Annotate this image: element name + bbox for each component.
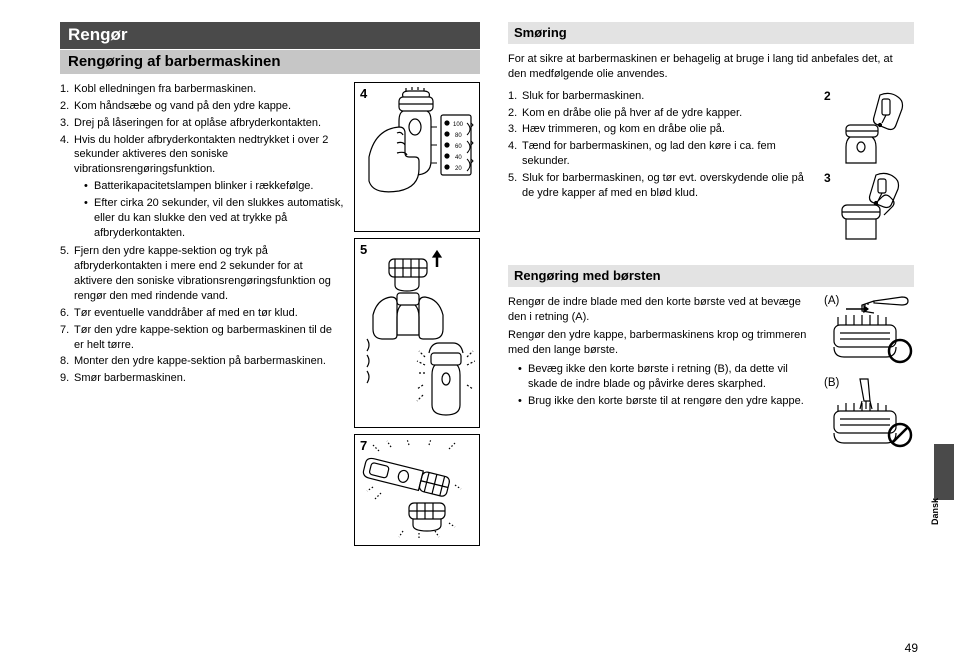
section-subtitle: Rengøring af barbermaskinen [60,50,480,74]
section-brush-cleaning: Rengøring med børsten Rengør de indre bl… [508,265,914,459]
intro-text: For at sikre at barbermaskinen er behage… [508,52,914,83]
svg-text:80: 80 [455,133,462,139]
brush-figures: (A) [824,295,914,459]
language-tab [934,444,954,500]
page-number: 49 [905,641,918,655]
figure-5: 5 [354,238,480,428]
svg-text:60: 60 [455,144,462,150]
figure-7: 7 [354,434,480,546]
subsection-title: Smøring [508,22,914,44]
section-lubrication: Smøring For at sikre at barbermaskinen e… [508,22,914,247]
figure-4: 4 [354,82,480,232]
language-label: Dansk [930,498,940,525]
right-column: Smøring For at sikre at barbermaskinen e… [508,22,914,552]
section-title-dark: Rengør [60,22,480,49]
left-steps: 1.Kobl elledningen fra barbermaskinen. 2… [60,82,344,552]
svg-text:40: 40 [455,155,462,161]
subsection-title: Rengøring med børsten [508,265,914,287]
left-column: Rengør Rengøring af barbermaskinen 1.Kob… [60,22,480,552]
left-figures: 4 [354,82,480,552]
svg-text:20: 20 [455,166,462,172]
lubrication-figures: 2 [824,89,914,247]
svg-text:100: 100 [453,122,464,128]
